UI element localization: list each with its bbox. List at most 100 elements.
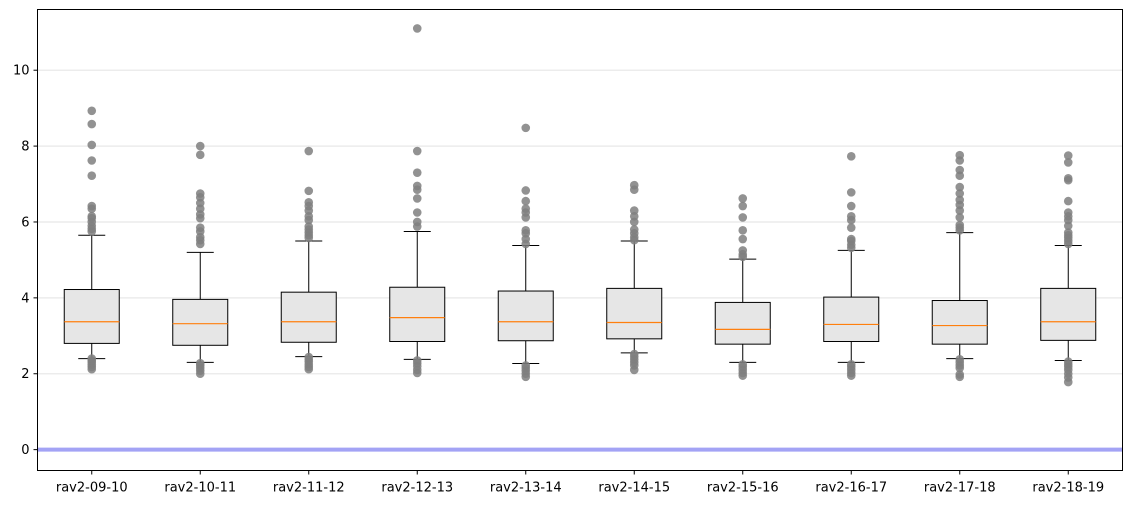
outlier-point <box>955 195 965 205</box>
outlier-point <box>412 356 422 365</box>
box-group <box>823 152 880 380</box>
outlier-point <box>304 352 314 362</box>
outlier-point <box>304 186 314 196</box>
outlier-point <box>304 146 314 156</box>
outlier-point <box>195 150 205 160</box>
box-layer <box>63 24 1097 387</box>
outlier-point <box>1063 174 1073 183</box>
outlier-point <box>1063 228 1073 237</box>
grid-layer <box>37 69 1123 375</box>
outlier-point <box>521 361 531 370</box>
y-tick-label: 10 <box>13 64 30 79</box>
outlier-point <box>629 180 639 190</box>
outlier-point <box>846 152 856 161</box>
outlier-point <box>738 226 748 235</box>
outlier-point <box>846 201 856 211</box>
box-iqr <box>606 287 663 340</box>
box-group <box>1040 151 1097 387</box>
box-iqr <box>497 290 554 342</box>
box-iqr <box>823 296 880 342</box>
outlier-point <box>521 226 531 235</box>
outlier-point <box>629 349 639 359</box>
outlier-point <box>412 168 422 177</box>
outlier-point <box>304 197 314 207</box>
box-group <box>63 106 120 374</box>
box-group <box>497 123 554 382</box>
outlier-point <box>955 150 965 160</box>
x-tick-label: rav2-18-19 <box>1032 481 1104 496</box>
outlier-point <box>955 370 965 379</box>
box-iqr <box>389 286 446 342</box>
outlier-point <box>846 359 856 369</box>
box-group <box>172 141 229 379</box>
x-tick-label: rav2-15-16 <box>707 481 779 496</box>
outlier-point <box>521 123 531 133</box>
box-group <box>714 194 771 380</box>
outlier-point <box>521 196 531 206</box>
axis-layer: 0 2 4 6 8 10 rav2-09-10 rav2-10-11 rav2-11-12 rav… <box>13 64 1104 496</box>
outlier-point <box>412 146 422 156</box>
outlier-point <box>195 141 205 151</box>
outlier-point <box>846 211 856 221</box>
outlier-point <box>955 189 965 198</box>
outlier-point <box>87 106 97 116</box>
y-tick-label: 2 <box>21 367 29 382</box>
outlier-point <box>87 119 97 129</box>
outlier-point <box>412 217 422 227</box>
x-tick-label: rav2-12-13 <box>381 481 453 496</box>
outlier-point <box>195 189 205 198</box>
outlier-point <box>629 225 639 234</box>
outlier-point <box>1063 357 1073 366</box>
outlier-point <box>1063 158 1073 167</box>
outlier-point <box>412 181 422 191</box>
outlier-point <box>87 201 97 211</box>
outlier-point <box>521 204 531 213</box>
x-tick-label: rav2-11-12 <box>273 481 345 496</box>
outlier-point <box>87 211 97 221</box>
box-group <box>931 150 988 382</box>
box-iqr <box>1040 287 1097 341</box>
box-iqr <box>63 289 120 344</box>
x-tick-label: rav2-16-17 <box>815 481 887 496</box>
box-iqr <box>931 300 988 345</box>
box-iqr <box>172 298 229 346</box>
outlier-point <box>955 355 965 364</box>
plot-frame <box>37 9 1123 471</box>
x-tick-label: rav2-14-15 <box>598 481 670 496</box>
outlier-point <box>195 358 205 368</box>
outlier-point <box>87 171 97 180</box>
x-tick-label: rav2-09-10 <box>56 481 128 496</box>
outlier-point <box>955 165 965 175</box>
outlier-point <box>1063 151 1073 160</box>
outlier-point <box>87 156 97 165</box>
outlier-point <box>846 234 856 244</box>
outlier-point <box>412 208 422 217</box>
outlier-point <box>195 223 205 232</box>
x-tick-label: rav2-13-14 <box>490 481 562 496</box>
outlier-point <box>738 234 748 244</box>
outlier-point <box>304 222 314 231</box>
outlier-point <box>87 354 97 363</box>
outlier-point <box>738 201 748 211</box>
y-tick-label: 0 <box>21 443 29 458</box>
box-group <box>389 24 446 378</box>
outlier-point <box>412 194 422 203</box>
y-tick-label: 4 <box>21 291 29 306</box>
outlier-point <box>1063 196 1073 206</box>
outlier-point <box>412 24 422 33</box>
outlier-point <box>629 206 639 215</box>
outlier-point <box>955 220 965 230</box>
box-iqr <box>280 291 337 343</box>
outlier-point <box>955 213 965 222</box>
x-tick-label: rav2-10-11 <box>164 481 236 496</box>
outlier-point <box>738 359 748 369</box>
outlier-point <box>1063 208 1073 217</box>
box-group <box>280 146 337 374</box>
outlier-point <box>87 140 97 150</box>
outlier-point <box>955 182 965 192</box>
outlier-point <box>738 213 748 222</box>
y-tick-label: 8 <box>21 140 29 155</box>
outlier-point <box>846 188 856 197</box>
x-tick-label: rav2-17-18 <box>924 481 996 496</box>
box-iqr <box>714 301 771 345</box>
